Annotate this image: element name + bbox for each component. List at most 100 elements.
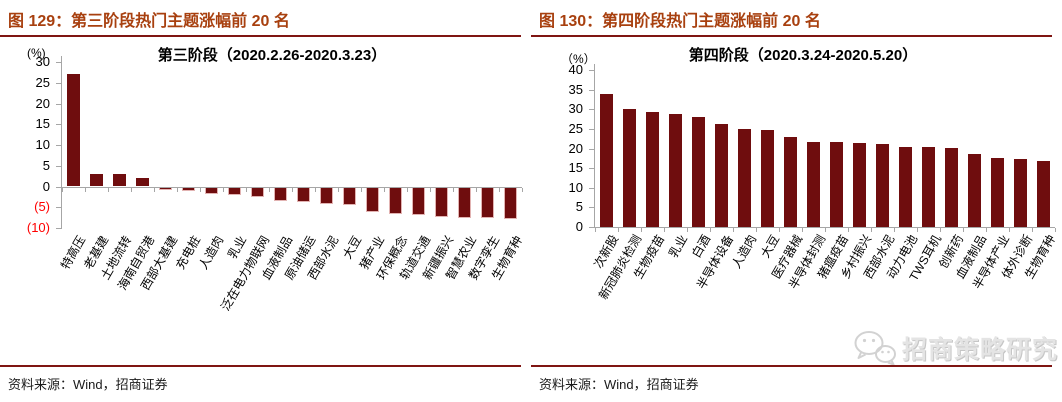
- x-axis-tick: [62, 187, 63, 192]
- x-axis-tick: [894, 228, 895, 232]
- chart-129-unit-label: (%): [27, 46, 46, 60]
- figure-130-panel: 图 130：第四阶段热门主题涨幅前 20 名 第四阶段（2020.3.24-20…: [531, 0, 1062, 402]
- chart-130-title: 第四阶段（2020.3.24-2020.5.20）: [688, 47, 918, 64]
- bar: [1014, 159, 1027, 227]
- figure-130-caption-rule: [531, 35, 1052, 37]
- bar: [136, 178, 149, 187]
- x-axis-tick: [292, 187, 293, 192]
- bar: [807, 141, 820, 227]
- y-axis-tick: [56, 145, 61, 146]
- bar: [366, 187, 379, 213]
- watermark-text: 招商策略研究: [901, 336, 1058, 364]
- bar: [297, 187, 310, 203]
- bar: [968, 154, 981, 227]
- chart-129-plot: 30 25 20 15 10 5 0 (5) (10) 特高压 老基建 土地流转 海南自贸港 西部大基建充…: [27, 54, 526, 314]
- bar: [600, 93, 613, 227]
- bar: [251, 187, 264, 198]
- x-axis-tick: [802, 228, 803, 232]
- x-axis-tick: [664, 228, 665, 232]
- x-axis-tick: [131, 187, 132, 192]
- x-axis-tick: [986, 228, 987, 232]
- figure-129-caption-rule: [0, 35, 521, 37]
- y-axis-tick: [589, 207, 594, 209]
- x-axis-tick: [825, 228, 826, 232]
- y-axis-tick: [589, 109, 594, 111]
- x-axis-tick: [779, 228, 780, 232]
- bar: [435, 187, 448, 217]
- x-axis-tick: [687, 228, 688, 232]
- bar: [922, 147, 935, 227]
- bar: [646, 111, 659, 227]
- bar: [715, 123, 728, 227]
- y-axis-label: 10: [35, 137, 50, 152]
- y-axis-line: [594, 64, 595, 228]
- x-axis-tick: [710, 228, 711, 232]
- x-axis-line: [594, 227, 1055, 228]
- y-axis-tick: [56, 228, 61, 229]
- bar: [228, 187, 241, 196]
- bar: [876, 143, 889, 227]
- figure-129-footer-rule: [0, 365, 521, 367]
- y-axis-label: 20: [568, 140, 583, 156]
- y-axis-tick: [56, 124, 61, 126]
- y-axis-label: 30: [35, 54, 50, 69]
- x-axis-tick: [963, 228, 964, 232]
- y-axis-label: 0: [42, 178, 50, 194]
- bar: [90, 174, 103, 187]
- x-axis-tick: [384, 187, 385, 192]
- bar: [761, 130, 774, 227]
- x-axis-tick: [871, 228, 872, 232]
- x-axis-line: [61, 186, 522, 188]
- y-axis-label: 15: [568, 160, 583, 176]
- y-axis-label: 25: [568, 120, 583, 136]
- y-axis-tick: [56, 207, 61, 209]
- bar: [182, 187, 195, 191]
- x-axis-tick: [315, 187, 316, 192]
- y-axis-label: 10: [568, 179, 583, 195]
- bar: [67, 74, 80, 187]
- y-axis-tick: [589, 128, 594, 130]
- y-axis-tick: [56, 62, 61, 63]
- bar: [784, 136, 797, 227]
- y-axis-label: (5): [34, 199, 50, 215]
- y-axis-line: [61, 56, 62, 229]
- chart-130-plot: 40 35 30 25 20 15 10 5 0 次新股 新冠肺炎检测 生物疫苗 乳业 白酒 半导体设备 人造…: [531, 0, 1062, 402]
- x-axis-tick: [476, 187, 477, 192]
- bar: [412, 187, 425, 216]
- y-axis-tick: [589, 187, 594, 189]
- bar: [343, 187, 356, 206]
- bar: [274, 187, 287, 201]
- x-axis-tick: [154, 187, 155, 192]
- figure-129-panel: 图 129：第三阶段热门主题涨幅前 20 名 第三阶段（2020.2.26-20…: [0, 13, 526, 392]
- x-axis-label: 乳业: [666, 232, 691, 261]
- x-axis-tick: [733, 228, 734, 232]
- y-axis-tick: [589, 168, 594, 170]
- x-axis-tick: [108, 187, 109, 192]
- x-axis-tick: [269, 187, 270, 192]
- bar: [623, 109, 636, 227]
- bar: [389, 187, 402, 214]
- bar: [1037, 161, 1050, 227]
- y-axis-label: 0: [575, 219, 583, 234]
- bar: [504, 187, 517, 220]
- y-axis-label: 20: [35, 95, 50, 111]
- x-axis-tick: [917, 228, 918, 232]
- bar: [669, 114, 682, 227]
- x-axis-tick: [177, 187, 178, 192]
- y-axis-tick: [589, 89, 594, 91]
- bar: [113, 174, 126, 187]
- wechat-icon: [854, 331, 896, 366]
- y-axis-tick: [589, 70, 594, 71]
- y-axis-tick: [589, 148, 594, 150]
- x-axis-tick: [200, 187, 201, 192]
- y-axis-tick: [56, 186, 61, 188]
- x-axis-tick: [940, 228, 941, 232]
- bar: [320, 187, 333, 205]
- x-axis-tick: [756, 228, 757, 232]
- bar: [991, 157, 1004, 227]
- y-axis-label: 15: [35, 116, 50, 132]
- x-axis-tick: [223, 187, 224, 192]
- y-axis-label: 35: [568, 81, 583, 97]
- x-axis-tick: [85, 187, 86, 192]
